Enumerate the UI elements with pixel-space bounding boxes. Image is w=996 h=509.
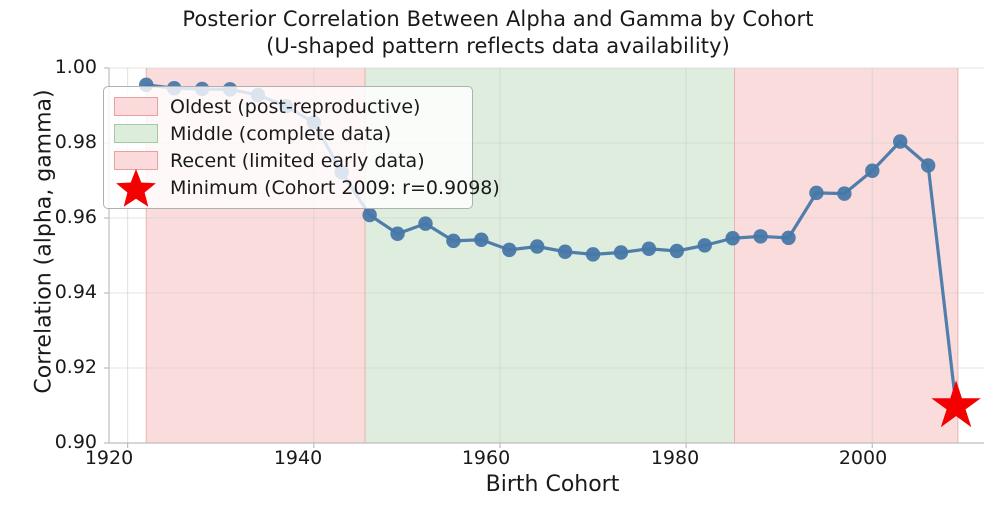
minimum-star-icon xyxy=(931,380,981,428)
data-point xyxy=(669,243,685,259)
data-point xyxy=(893,134,908,149)
data-point xyxy=(362,207,377,223)
data-point xyxy=(557,244,573,259)
data-point xyxy=(837,186,852,201)
y-tick-label: 0.94 xyxy=(54,281,97,303)
data-point xyxy=(753,229,768,244)
legend-item: Recent (limited early data) xyxy=(114,147,462,174)
data-point xyxy=(390,226,405,241)
legend-item: Minimum (Cohort 2009: r=0.9098) xyxy=(114,168,500,207)
chart-title: Posterior Correlation Between Alpha and … xyxy=(182,7,814,58)
legend-label: Minimum (Cohort 2009: r=0.9098) xyxy=(170,176,500,199)
data-point xyxy=(529,239,545,254)
legend-swatch-oldest xyxy=(114,97,158,116)
x-tick-label: 1960 xyxy=(461,447,511,469)
legend-label: Oldest (post-reproductive) xyxy=(170,95,421,118)
legend-swatch-middle xyxy=(114,124,158,143)
data-point xyxy=(697,238,712,253)
data-point xyxy=(865,163,880,178)
data-point xyxy=(809,185,824,201)
legend-item: Oldest (post-reproductive) xyxy=(114,93,462,120)
y-tick-label: 0.98 xyxy=(54,131,97,153)
legend-item: Middle (complete data) xyxy=(114,120,462,147)
y-tick-label: 0.90 xyxy=(54,431,97,453)
data-point xyxy=(641,241,657,256)
x-tick-label: 1940 xyxy=(273,447,323,469)
minimum-star-marker xyxy=(931,380,981,428)
data-point xyxy=(613,245,629,260)
legend-label: Middle (complete data) xyxy=(170,122,392,145)
data-point xyxy=(502,242,517,258)
data-point xyxy=(446,233,461,249)
data-point xyxy=(585,247,601,262)
legend-star-icon xyxy=(114,168,158,207)
data-point xyxy=(781,230,796,246)
legend-label: Recent (limited early data) xyxy=(170,149,425,172)
x-axis-label: Birth Cohort xyxy=(485,472,620,497)
data-point xyxy=(418,216,433,231)
y-tick-label: 0.96 xyxy=(54,206,97,228)
band-region xyxy=(734,68,958,443)
chart-legend: Oldest (post-reproductive) Middle (compl… xyxy=(103,86,500,209)
x-tick-label: 1920 xyxy=(84,447,134,469)
data-point xyxy=(474,232,489,247)
data-point xyxy=(725,231,740,246)
y-tick-label: 1.00 xyxy=(54,56,97,78)
y-tick-label: 0.92 xyxy=(54,356,97,378)
data-point xyxy=(920,158,936,173)
x-tick-label: 2000 xyxy=(838,447,888,469)
x-tick-label: 1980 xyxy=(650,447,700,469)
